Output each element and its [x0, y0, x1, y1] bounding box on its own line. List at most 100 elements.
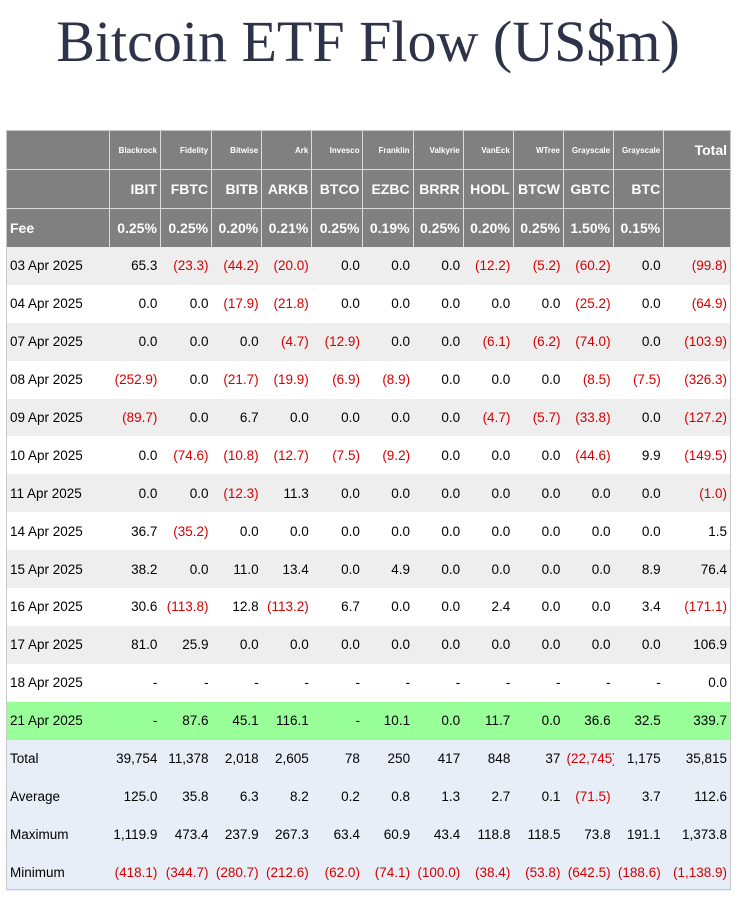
flow-cell: 0.0: [413, 284, 464, 323]
row-total-cell: 106.9: [663, 625, 730, 664]
flow-cell: 0.0: [160, 550, 212, 589]
flow-cell: 0.0: [362, 512, 414, 551]
summary-label: Total: [7, 739, 110, 778]
row-total-cell: (1.0): [663, 474, 730, 513]
flow-cell: 12.8: [211, 588, 262, 626]
ticker-label: FBTC: [160, 169, 213, 209]
issuer-label: WTree: [513, 131, 564, 170]
summary-cell: 39,754: [109, 739, 161, 778]
flow-cell: 32.5: [613, 701, 664, 740]
table-row: 16 Apr 2025 30.6 (113.8) 12.8 (113.2) 6.7 0.0 0…: [7, 588, 730, 626]
flow-cell: 0.0: [160, 360, 212, 399]
row-total-cell: 76.4: [663, 550, 730, 589]
flow-cell: 0.0: [109, 322, 161, 361]
flow-cell: (252.9): [109, 360, 161, 399]
flow-cell: (74.6): [160, 436, 212, 475]
summary-row: Total 39,754 11,378 2,018 2,605 78 250 417 848 37…: [7, 739, 730, 778]
issuer-label: VanEck: [463, 131, 514, 170]
flow-cell: (35.2): [160, 512, 212, 551]
flow-cell: 0.0: [362, 625, 414, 664]
flow-cell: 0.0: [513, 436, 564, 475]
flow-cell: 11.3: [261, 474, 312, 513]
issuer-label: Ark: [261, 131, 313, 170]
fee-value: 0.21%: [261, 208, 313, 247]
summary-cell: 78: [311, 739, 363, 778]
flow-cell: 0.0: [362, 247, 414, 285]
summary-cell: 118.5: [513, 815, 564, 854]
row-date: 09 Apr 2025: [7, 398, 110, 437]
summary-cell: 112.6: [663, 777, 730, 816]
flow-cell: 36.7: [109, 512, 161, 551]
ticker-label: BRRR: [413, 169, 464, 209]
summary-row: Minimum (418.1) (344.7) (280.7) (212.6) (62.0…: [7, 853, 730, 892]
flow-cell: (21.8): [261, 284, 312, 323]
flow-cell: (23.3): [160, 247, 212, 285]
summary-cell: 6.3: [211, 777, 262, 816]
flow-cell: -: [311, 701, 363, 740]
flow-cell: (6.9): [311, 360, 363, 399]
flow-cell: (89.7): [109, 398, 161, 437]
row-total-cell: (149.5): [663, 436, 730, 475]
flow-cell: 9.9: [613, 436, 664, 475]
row-date: 17 Apr 2025: [7, 625, 110, 664]
table-row: 10 Apr 2025 0.0 (74.6) (10.8) (12.7) (7.5) (9.…: [7, 436, 730, 475]
summary-cell: 43.4: [413, 815, 464, 854]
flow-cell: 0.0: [413, 588, 464, 626]
flow-cell: (25.2): [563, 284, 614, 323]
summary-cell: 417: [413, 739, 464, 778]
summary-cell: 0.2: [311, 777, 363, 816]
flow-cell: 0.0: [311, 625, 363, 664]
fee-label: Fee: [7, 208, 110, 247]
flow-cell: 11.0: [211, 550, 262, 589]
row-total-cell: (64.9): [663, 284, 730, 323]
row-date: 15 Apr 2025: [7, 550, 110, 589]
row-date: 03 Apr 2025: [7, 247, 110, 285]
flow-cell: 87.6: [160, 701, 212, 740]
summary-cell: 35.8: [160, 777, 212, 816]
summary-cell: 2,018: [211, 739, 262, 778]
row-date: 10 Apr 2025: [7, 436, 110, 475]
flow-cell: 6.7: [311, 588, 363, 626]
flow-cell: 0.0: [211, 512, 262, 551]
fee-value: 0.25%: [311, 208, 364, 247]
flow-cell: 0.0: [413, 625, 464, 664]
flow-cell: 0.0: [463, 360, 514, 399]
flow-cell: 0.0: [160, 284, 212, 323]
summary-cell: (53.8): [513, 853, 564, 892]
summary-row: Average 125.0 35.8 6.3 8.2 0.2 0.8 1.3 2.7 0.1 (71…: [7, 777, 730, 816]
flow-cell: 0.0: [463, 625, 514, 664]
flow-cell: -: [613, 663, 664, 702]
table-row: 15 Apr 2025 38.2 0.0 11.0 13.4 0.0 4.9 0.0 0.0 0.…: [7, 550, 730, 589]
flow-cell: (12.2): [463, 247, 514, 285]
flow-cell: 0.0: [613, 512, 664, 551]
summary-row: Maximum 1,119.9 473.4 237.9 267.3 63.4 60.9 43.…: [7, 815, 730, 854]
flow-cell: 0.0: [413, 360, 464, 399]
table-row: 08 Apr 2025 (252.9) 0.0 (21.7) (19.9) (6.9) (8…: [7, 360, 730, 399]
flow-cell: 0.0: [311, 284, 363, 323]
flow-cell: 0.0: [109, 474, 161, 513]
flow-cell: 0.0: [563, 550, 614, 589]
table-header: Blackrock Fidelity Bitwise Ark Invesco Frankl…: [7, 131, 730, 247]
flow-cell: (7.5): [613, 360, 664, 399]
flow-cell: 0.0: [563, 625, 614, 664]
summary-cell: 35,815: [663, 739, 730, 778]
summary-cell: 118.8: [463, 815, 514, 854]
summary-cell: 0.1: [513, 777, 564, 816]
fee-value: 0.20%: [211, 208, 263, 247]
row-date: 18 Apr 2025: [7, 663, 110, 702]
ticker-label: BTC: [613, 169, 665, 209]
summary-cell: 63.4: [311, 815, 363, 854]
summary-cell: (1,138.9): [663, 853, 730, 892]
flow-cell: 0.0: [513, 474, 564, 513]
flow-cell: -: [463, 663, 514, 702]
flow-cell: 38.2: [109, 550, 161, 589]
table-row: 09 Apr 2025 (89.7) 0.0 6.7 0.0 0.0 0.0 0.0 (4.7)…: [7, 398, 730, 437]
summary-cell: (62.0): [311, 853, 363, 892]
flow-cell: 0.0: [463, 474, 514, 513]
flow-cell: (113.2): [261, 588, 312, 626]
summary-cell: 267.3: [261, 815, 312, 854]
flow-cell: 0.0: [160, 322, 212, 361]
summary-cell: 37: [513, 739, 564, 778]
flow-cell: 0.0: [413, 474, 464, 513]
row-total-cell: (127.2): [663, 398, 730, 437]
